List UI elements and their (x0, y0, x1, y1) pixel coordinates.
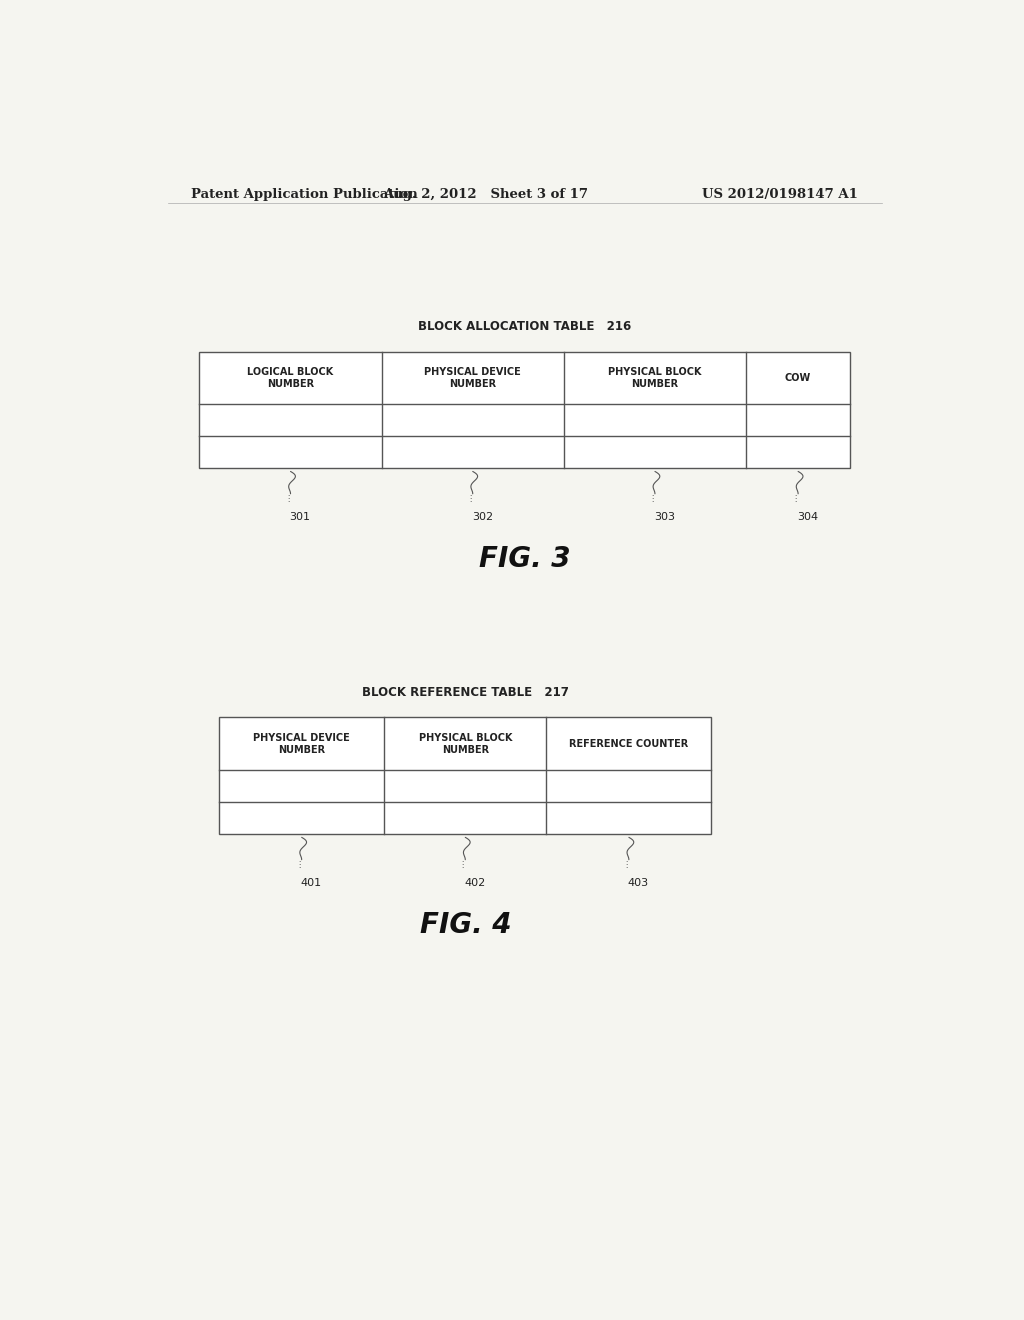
Text: Aug. 2, 2012   Sheet 3 of 17: Aug. 2, 2012 Sheet 3 of 17 (383, 189, 588, 202)
Text: 302: 302 (472, 512, 493, 523)
Text: PHYSICAL BLOCK
NUMBER: PHYSICAL BLOCK NUMBER (608, 367, 701, 389)
Text: COW: COW (785, 372, 811, 383)
Text: PHYSICAL BLOCK
NUMBER: PHYSICAL BLOCK NUMBER (419, 733, 512, 755)
Text: ⋮: ⋮ (466, 495, 474, 503)
Text: LOGICAL BLOCK
NUMBER: LOGICAL BLOCK NUMBER (248, 367, 334, 389)
Text: 301: 301 (290, 512, 310, 523)
Text: ⋮: ⋮ (459, 861, 467, 870)
Text: US 2012/0198147 A1: US 2012/0198147 A1 (702, 189, 858, 202)
Text: ⋮: ⋮ (295, 861, 303, 870)
Text: FIG. 3: FIG. 3 (479, 545, 570, 573)
Text: REFERENCE COUNTER: REFERENCE COUNTER (569, 739, 688, 748)
Text: FIG. 4: FIG. 4 (420, 911, 511, 939)
Text: 403: 403 (628, 878, 649, 888)
Text: BLOCK REFERENCE TABLE   217: BLOCK REFERENCE TABLE 217 (361, 686, 568, 700)
Bar (219, 718, 712, 834)
Text: ⋮: ⋮ (792, 495, 800, 503)
Text: 401: 401 (301, 878, 322, 888)
Text: BLOCK ALLOCATION TABLE   216: BLOCK ALLOCATION TABLE 216 (418, 321, 632, 333)
Text: PHYSICAL DEVICE
NUMBER: PHYSICAL DEVICE NUMBER (424, 367, 521, 389)
Text: 303: 303 (654, 512, 675, 523)
Text: ⋮: ⋮ (623, 861, 631, 870)
Text: 304: 304 (797, 512, 818, 523)
Text: Patent Application Publication: Patent Application Publication (191, 189, 418, 202)
Text: PHYSICAL DEVICE
NUMBER: PHYSICAL DEVICE NUMBER (253, 733, 350, 755)
Text: 402: 402 (464, 878, 485, 888)
Bar (200, 351, 850, 469)
Text: ⋮: ⋮ (284, 495, 292, 503)
Text: ⋮: ⋮ (648, 495, 656, 503)
